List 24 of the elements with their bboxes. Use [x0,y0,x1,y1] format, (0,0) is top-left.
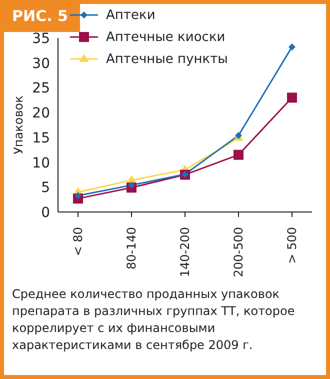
point [128,182,135,189]
legend-label: Аптечные пункты [106,52,228,66]
point [74,192,82,200]
y-tick-label: 10 [32,155,50,172]
y-tick-label: 5 [41,180,50,196]
x-tick-label: 140-200 [178,227,192,278]
x-tick-label: 200-500 [232,227,246,278]
legend-label: Аптечные киоски [106,30,226,44]
chart-title: РИС. 5 [0,0,80,32]
y-tick-label: 30 [32,56,50,72]
point [287,92,297,103]
y-tick-label: 25 [32,80,50,97]
y-axis-title: Упаковок [11,96,26,154]
y-tick-label: 35 [32,30,50,47]
x-tick-label: 80-140 [124,227,138,270]
point [234,150,244,160]
text: Среднее количество проданных упаковок препарата в различных группах ТТ, которое коррелирует с их финансовыми характеристиками в сентябре 2009 г. [12,286,296,354]
y-tick-label: 15 [32,130,50,146]
y-tick-label: 20 [32,106,50,122]
x-tick-label: < 80 [71,227,85,256]
legend-label: Аптеки [106,8,156,22]
y-tick-label: 0 [41,204,50,221]
point [288,43,296,50]
x-tick-label: > 500 [285,227,299,264]
